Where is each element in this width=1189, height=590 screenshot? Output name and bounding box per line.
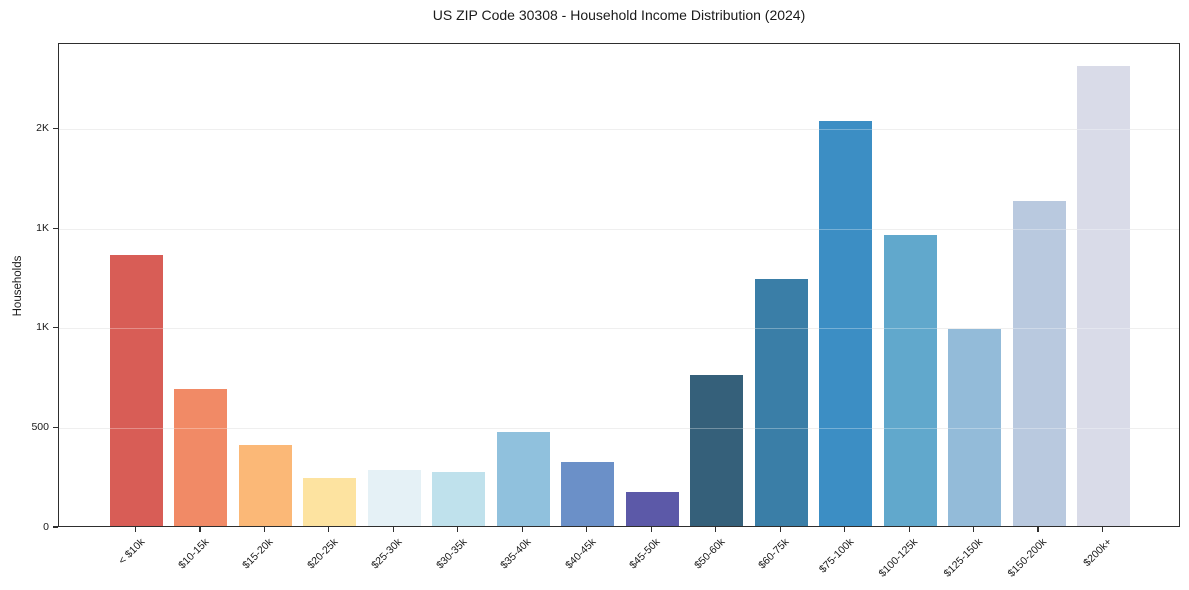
x-tick-mark <box>392 527 394 532</box>
x-tick-mark <box>779 527 781 532</box>
x-tick-label-text: $30-35k <box>433 536 470 572</box>
y-tick-label: 1K <box>36 321 49 334</box>
x-tick-label-text: $50-60k <box>691 536 728 572</box>
gridline <box>59 228 1179 230</box>
bar <box>432 472 486 526</box>
y-tick-mark <box>53 426 58 428</box>
bar <box>754 279 808 526</box>
y-tick-mark <box>53 526 58 528</box>
y-tick-mark <box>53 128 58 130</box>
x-tick-label-text: $20-25k <box>305 536 341 572</box>
bar <box>110 255 163 526</box>
x-tick-mark <box>715 527 717 532</box>
bar <box>367 470 421 526</box>
x-tick-label-text: $100-125k <box>877 536 921 580</box>
bar <box>948 328 1002 526</box>
y-tick-label: 1K <box>36 221 49 234</box>
gridline-overlay <box>59 129 1179 131</box>
gridline <box>59 129 1179 131</box>
x-tick-label-text: $150-200k <box>1005 536 1050 580</box>
x-tick-label-text: $125-150k <box>941 536 986 580</box>
bar <box>690 374 744 526</box>
bar <box>1012 201 1066 526</box>
bar <box>1077 65 1130 526</box>
bar <box>819 120 873 526</box>
bar <box>238 445 292 526</box>
x-tick-label-text: $10-15k <box>176 536 212 572</box>
bar <box>561 462 615 526</box>
x-tick-mark <box>908 527 910 532</box>
y-tick-label: 2K <box>36 122 49 135</box>
bar <box>625 492 679 526</box>
gridline-overlay <box>59 328 1179 330</box>
gridline <box>59 328 1179 330</box>
x-tick-mark <box>457 527 459 532</box>
x-tick-label-text: $60-75k <box>756 536 792 572</box>
bar <box>883 235 937 526</box>
y-tick-mark <box>53 327 58 329</box>
bar <box>496 432 550 526</box>
gridline-overlay <box>59 427 1179 429</box>
x-tick-label-text: $200k+ <box>1080 536 1114 570</box>
x-tick-mark <box>199 527 201 532</box>
x-tick-label-text: $15-20k <box>240 536 276 572</box>
x-tick-label-text: $25-30k <box>369 536 405 572</box>
gridline-overlay <box>59 228 1179 230</box>
x-tick-mark <box>1101 527 1104 532</box>
y-axis-label: Households <box>12 255 24 317</box>
bar <box>303 478 357 526</box>
x-tick-mark <box>263 527 266 532</box>
x-tick-label-text: $75-100k <box>816 536 857 576</box>
x-tick-label-text: < $10k <box>115 536 147 567</box>
chart-title: US ZIP Code 30308 - Household Income Dis… <box>432 7 806 23</box>
x-tick-mark <box>650 527 652 532</box>
x-tick-label-text: $45-50k <box>627 536 663 572</box>
y-tick-label: 500 <box>31 420 49 433</box>
x-tick-label-text: $35-40k <box>498 536 534 572</box>
x-tick-mark <box>586 527 588 532</box>
x-tick-mark <box>972 527 975 532</box>
y-tick-mark <box>53 227 58 229</box>
x-tick-label-text: $40-45k <box>562 536 599 572</box>
x-tick-mark <box>134 527 137 532</box>
x-tick-mark <box>521 527 523 532</box>
gridline <box>59 427 1179 429</box>
x-tick-mark <box>1037 527 1039 532</box>
bar <box>174 388 228 526</box>
x-tick-mark <box>844 527 846 532</box>
plot-area <box>58 43 1180 527</box>
x-tick-mark <box>328 527 330 532</box>
y-tick-label: 0 <box>43 520 49 533</box>
